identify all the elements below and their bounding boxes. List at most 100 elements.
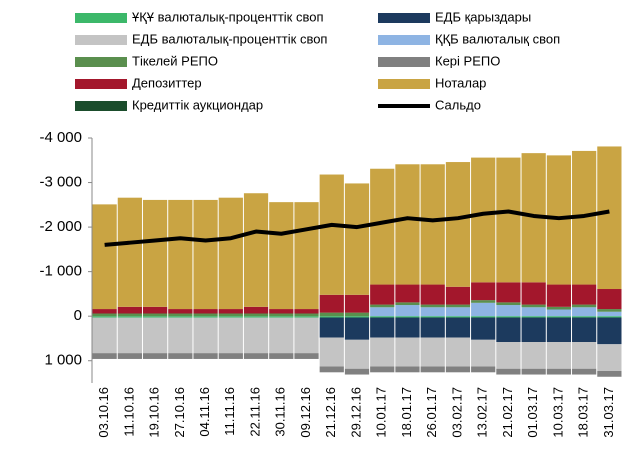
bar-segment: [117, 197, 142, 307]
x-tick-label: 03.10.16: [96, 387, 111, 438]
bar-segment: [243, 313, 269, 317]
bar-segment: [243, 353, 269, 359]
bar-segment: [420, 366, 445, 373]
bar-segment: [117, 353, 142, 359]
x-tick-label: 21.02.17: [500, 387, 515, 438]
x-tick-label: 04.11.16: [197, 387, 212, 437]
bar-segment: [243, 316, 269, 318]
bar-segment: [445, 162, 471, 287]
bar-segment: [117, 316, 142, 318]
bar-segment: [319, 337, 344, 367]
legend-label: Ноталар: [435, 75, 486, 90]
bar-segment: [294, 317, 319, 354]
bar-segment: [546, 342, 572, 369]
bar-segment: [294, 313, 319, 317]
bar-segment: [243, 193, 269, 307]
bar-segment: [546, 368, 572, 375]
bar-segment: [420, 304, 445, 308]
bar-segment: [521, 282, 546, 305]
bar-segment: [597, 289, 622, 310]
bar-segment: [92, 204, 117, 310]
y-tick-label: 0: [74, 307, 82, 324]
bar-segment: [294, 202, 319, 310]
bar-segment: [142, 313, 168, 317]
bar-segment: [370, 317, 395, 338]
x-tick-label: 18.03.17: [576, 387, 591, 438]
legend-label: Кредиттік аукциондар: [132, 97, 263, 112]
bar-segment: [471, 282, 496, 301]
bar-segment: [92, 353, 117, 359]
bar-segment: [445, 307, 471, 317]
bar-segment: [471, 339, 496, 367]
legend-label: ҰҚҰ валюталық-проценттік своп: [132, 9, 324, 24]
bar-segment: [496, 342, 521, 369]
bar-segment: [471, 302, 496, 317]
bar-segment: [521, 317, 546, 343]
bar-segment: [243, 306, 269, 314]
legend-swatch: [75, 35, 127, 45]
bar-segment: [269, 313, 294, 317]
bar-segment: [142, 199, 168, 307]
bar-segment: [168, 313, 193, 317]
bar-segment: [496, 157, 521, 283]
bar-segment: [294, 309, 319, 314]
bar-segment: [445, 317, 471, 338]
bar-segment: [597, 309, 622, 312]
bar-segment: [344, 312, 370, 317]
bar-segment: [269, 316, 294, 318]
bar-segment: [546, 284, 572, 307]
bar-segment: [420, 164, 445, 285]
bar-segment: [269, 202, 294, 310]
bar-segment: [496, 317, 521, 343]
x-tick-label: 22.11.16: [247, 387, 262, 437]
bar-segment: [445, 316, 471, 318]
saldo-line: [104, 209, 610, 247]
legend-swatch: [75, 101, 127, 111]
x-tick-label: 10.03.17: [550, 387, 565, 438]
bar-segment: [395, 284, 420, 303]
legend-label: ЕДБ қарыздары: [435, 9, 531, 24]
bar-segment: [445, 286, 471, 305]
bar-segment: [395, 305, 420, 317]
bar-segment: [572, 307, 597, 317]
x-tick-label: 26.01.17: [424, 387, 439, 438]
bar-segment: [117, 306, 142, 314]
bar-segment: [572, 284, 597, 305]
bar-segment: [546, 316, 572, 318]
bar-segment: [218, 197, 243, 310]
bar-segment: [142, 353, 168, 359]
bar-segment: [597, 146, 622, 290]
bar-segment: [370, 316, 395, 318]
bar-segment: [445, 337, 471, 367]
bar-segment: [193, 316, 218, 318]
x-tick-label: 31.03.17: [601, 387, 616, 438]
y-tick-label: -3 000: [39, 174, 82, 191]
bar-segment: [92, 313, 117, 317]
x-tick-label: 27.10.16: [172, 387, 187, 438]
x-tick-label: 29.12.16: [348, 387, 363, 438]
bar-segment: [168, 317, 193, 354]
legend-swatch: [378, 13, 430, 23]
bar-segment: [344, 339, 370, 369]
bar-segment: [319, 316, 344, 318]
bar-segment: [496, 305, 521, 317]
bar-segment: [168, 199, 193, 310]
bar-segment: [142, 316, 168, 318]
bar-segment: [168, 316, 193, 318]
legend-label: Депозиттер: [132, 75, 202, 90]
bar-segment: [572, 317, 597, 343]
bar-segment: [420, 337, 445, 367]
bar-segment: [193, 199, 218, 310]
bar-segment: [243, 317, 269, 354]
bar-segment: [193, 317, 218, 354]
bar-segment: [319, 294, 344, 313]
bar-segment: [344, 183, 370, 295]
bar-segment: [142, 317, 168, 354]
bar-segment: [546, 317, 572, 343]
bar-segment: [218, 353, 243, 359]
bar-segment: [597, 370, 622, 377]
bar-segment: [395, 337, 420, 367]
bar-segment: [294, 353, 319, 359]
bar-segment: [521, 342, 546, 369]
bar-segment: [471, 300, 496, 303]
